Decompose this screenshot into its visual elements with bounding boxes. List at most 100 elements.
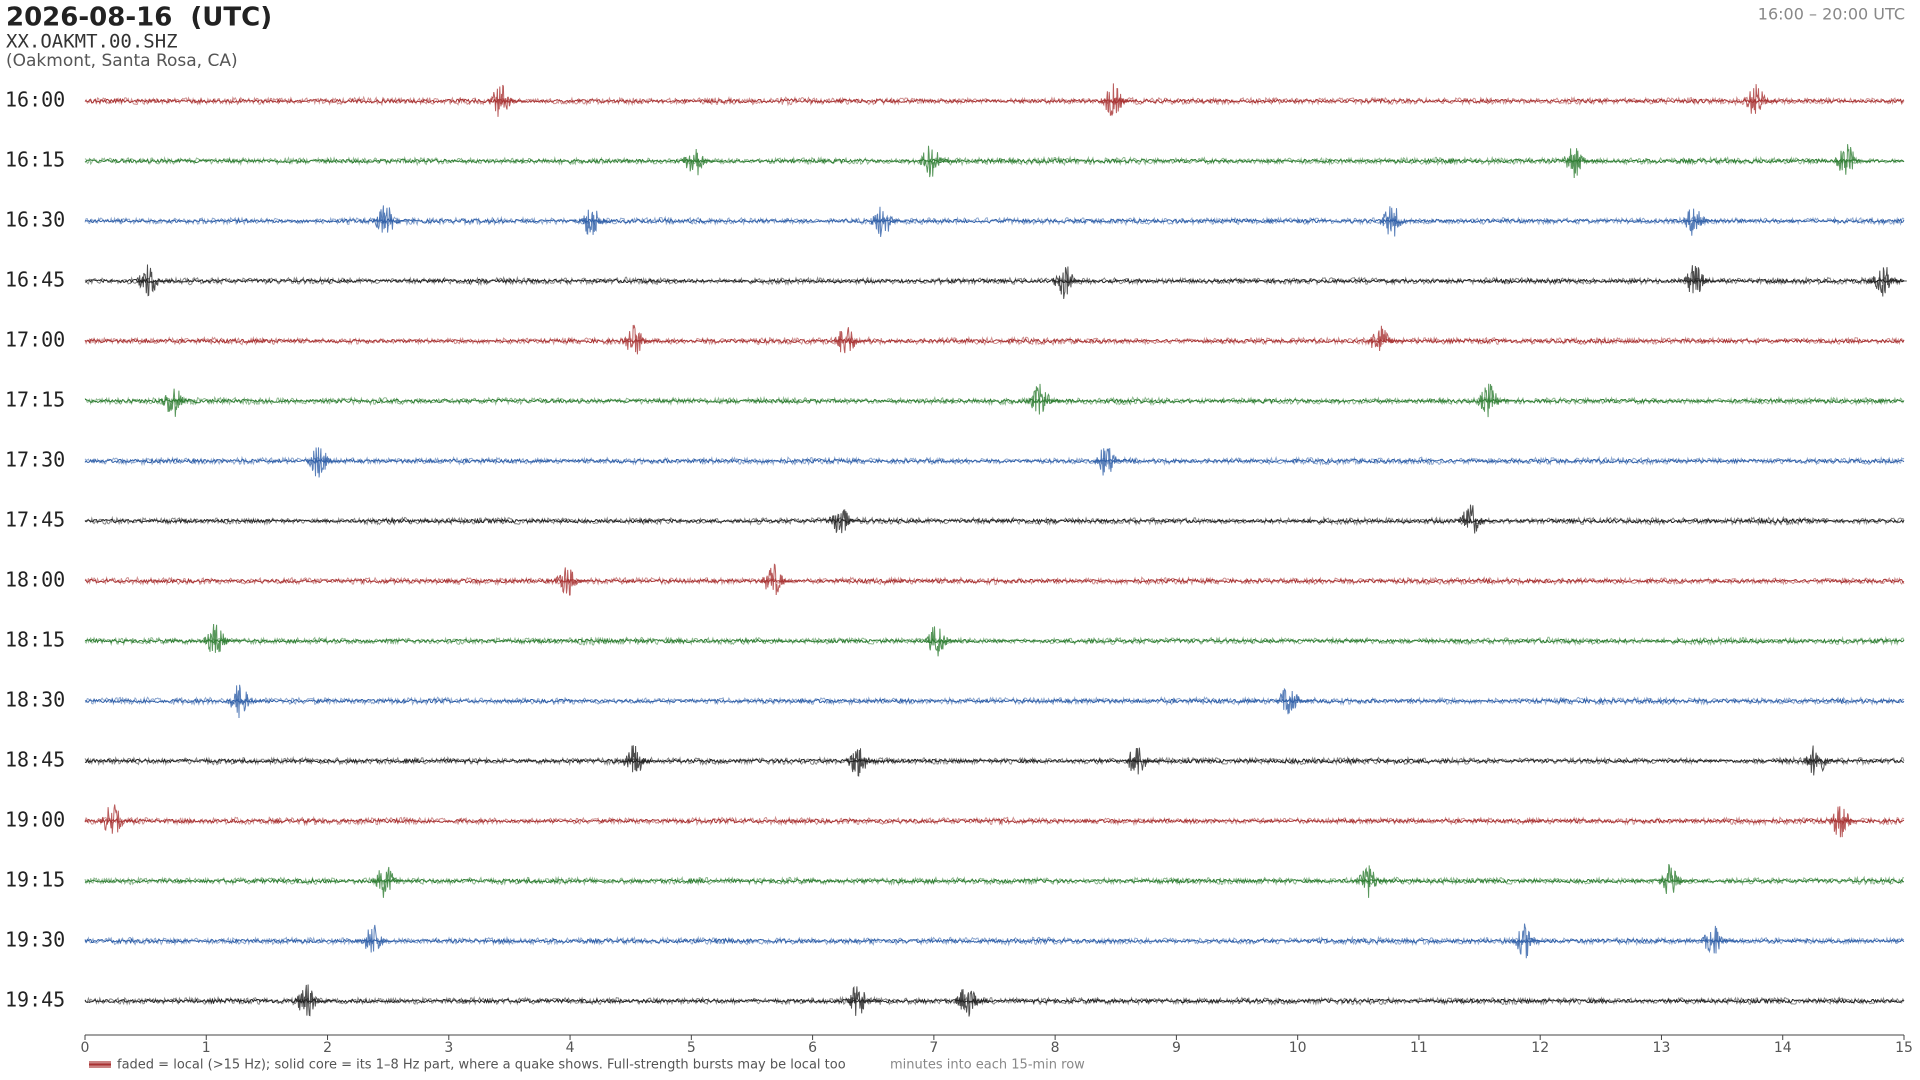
trace-faded bbox=[84, 575, 1905, 587]
burst bbox=[1379, 206, 1416, 237]
trace-core bbox=[84, 157, 1905, 165]
burst bbox=[306, 447, 343, 478]
row-label: 18:00 bbox=[5, 568, 65, 592]
burst bbox=[1561, 148, 1598, 179]
trace-core bbox=[84, 457, 1905, 464]
burst bbox=[578, 209, 616, 235]
x-axis-label: minutes into each 15-min row bbox=[890, 1058, 1085, 1073]
burst bbox=[827, 509, 864, 534]
x-tick-label: 1 bbox=[202, 1040, 211, 1056]
chart-title: 2026-08-16 (UTC) bbox=[6, 3, 272, 33]
trace-faded bbox=[84, 335, 1905, 347]
row-label: 19:45 bbox=[5, 988, 65, 1012]
x-tick-label: 15 bbox=[1895, 1040, 1913, 1056]
burst bbox=[924, 626, 961, 657]
burst bbox=[1743, 84, 1780, 114]
burst bbox=[870, 206, 907, 237]
row-label: 19:30 bbox=[5, 928, 65, 952]
legend-note: faded = local (>15 Hz); solid core = its… bbox=[117, 1058, 846, 1073]
burst bbox=[487, 84, 525, 117]
x-tick-label: 3 bbox=[444, 1040, 453, 1056]
burst bbox=[954, 989, 992, 1017]
range-label: 16:00 – 20:00 UTC bbox=[1758, 5, 1905, 24]
burst bbox=[681, 148, 719, 176]
x-tick-label: 7 bbox=[929, 1040, 938, 1056]
row-label: 18:45 bbox=[5, 748, 65, 772]
burst bbox=[1100, 83, 1137, 117]
row-label: 19:15 bbox=[5, 868, 65, 892]
x-tick-label: 13 bbox=[1653, 1040, 1671, 1056]
trace-core bbox=[84, 397, 1904, 405]
trace-core bbox=[84, 337, 1905, 345]
burst bbox=[1833, 144, 1871, 175]
burst bbox=[1458, 504, 1495, 534]
trace-core bbox=[84, 757, 1905, 765]
burst bbox=[202, 623, 240, 653]
burst bbox=[1512, 923, 1550, 959]
burst bbox=[1051, 266, 1089, 299]
burst bbox=[293, 984, 331, 1017]
burst bbox=[1658, 864, 1695, 894]
burst bbox=[1124, 747, 1161, 775]
burst bbox=[621, 324, 658, 355]
x-tick-label: 10 bbox=[1289, 1040, 1307, 1056]
burst bbox=[99, 804, 137, 834]
trace-core bbox=[84, 577, 1905, 584]
burst bbox=[833, 327, 870, 354]
row-label: 17:15 bbox=[5, 388, 65, 412]
trace-core bbox=[84, 217, 1905, 224]
trace-core bbox=[84, 278, 1905, 285]
trace-core bbox=[84, 697, 1905, 705]
trace-core bbox=[84, 517, 1905, 525]
row-label: 16:45 bbox=[5, 268, 65, 292]
burst bbox=[554, 567, 592, 596]
trace-core bbox=[84, 817, 1905, 825]
burst bbox=[160, 388, 197, 417]
trace-core bbox=[84, 637, 1905, 645]
burst bbox=[1870, 267, 1907, 297]
burst bbox=[1700, 925, 1737, 954]
x-tick-label: 2 bbox=[323, 1040, 332, 1056]
trace-core bbox=[85, 97, 1905, 105]
row-label: 17:45 bbox=[5, 508, 65, 532]
x-tick-label: 8 bbox=[1051, 1040, 1060, 1056]
row-label: 16:30 bbox=[5, 208, 65, 232]
x-tick-label: 0 bbox=[81, 1040, 90, 1056]
burst bbox=[372, 205, 410, 233]
row-label: 16:00 bbox=[5, 88, 65, 112]
trace-faded bbox=[84, 455, 1905, 467]
burst bbox=[1027, 383, 1064, 415]
x-tick-label: 6 bbox=[808, 1040, 817, 1056]
burst bbox=[1828, 806, 1865, 838]
burst bbox=[1276, 687, 1313, 715]
location: (Oakmont, Santa Rosa, CA) bbox=[6, 51, 238, 71]
row-label: 17:30 bbox=[5, 448, 65, 472]
burst bbox=[845, 748, 883, 777]
row-label: 16:15 bbox=[5, 148, 65, 172]
burst bbox=[372, 866, 410, 898]
burst bbox=[1803, 745, 1841, 776]
burst bbox=[621, 745, 658, 773]
burst bbox=[136, 264, 173, 297]
burst bbox=[1367, 325, 1404, 352]
trace-faded bbox=[84, 155, 1905, 167]
x-tick-label: 5 bbox=[687, 1040, 696, 1056]
row-label: 19:00 bbox=[5, 808, 65, 832]
x-tick-label: 12 bbox=[1531, 1040, 1549, 1056]
burst bbox=[1682, 265, 1719, 294]
x-tick-label: 4 bbox=[566, 1040, 575, 1056]
row-label: 18:30 bbox=[5, 688, 65, 712]
burst bbox=[360, 924, 397, 953]
burst bbox=[760, 563, 798, 596]
burst bbox=[1094, 448, 1131, 476]
station: XX.OAKMT.00.SHZ bbox=[6, 31, 178, 53]
x-tick-label: 14 bbox=[1774, 1040, 1792, 1056]
burst bbox=[1354, 865, 1392, 898]
burst bbox=[845, 985, 883, 1016]
row-label: 17:00 bbox=[5, 328, 65, 352]
trace-faded bbox=[84, 515, 1905, 527]
burst bbox=[227, 684, 264, 719]
burst bbox=[1476, 383, 1513, 418]
